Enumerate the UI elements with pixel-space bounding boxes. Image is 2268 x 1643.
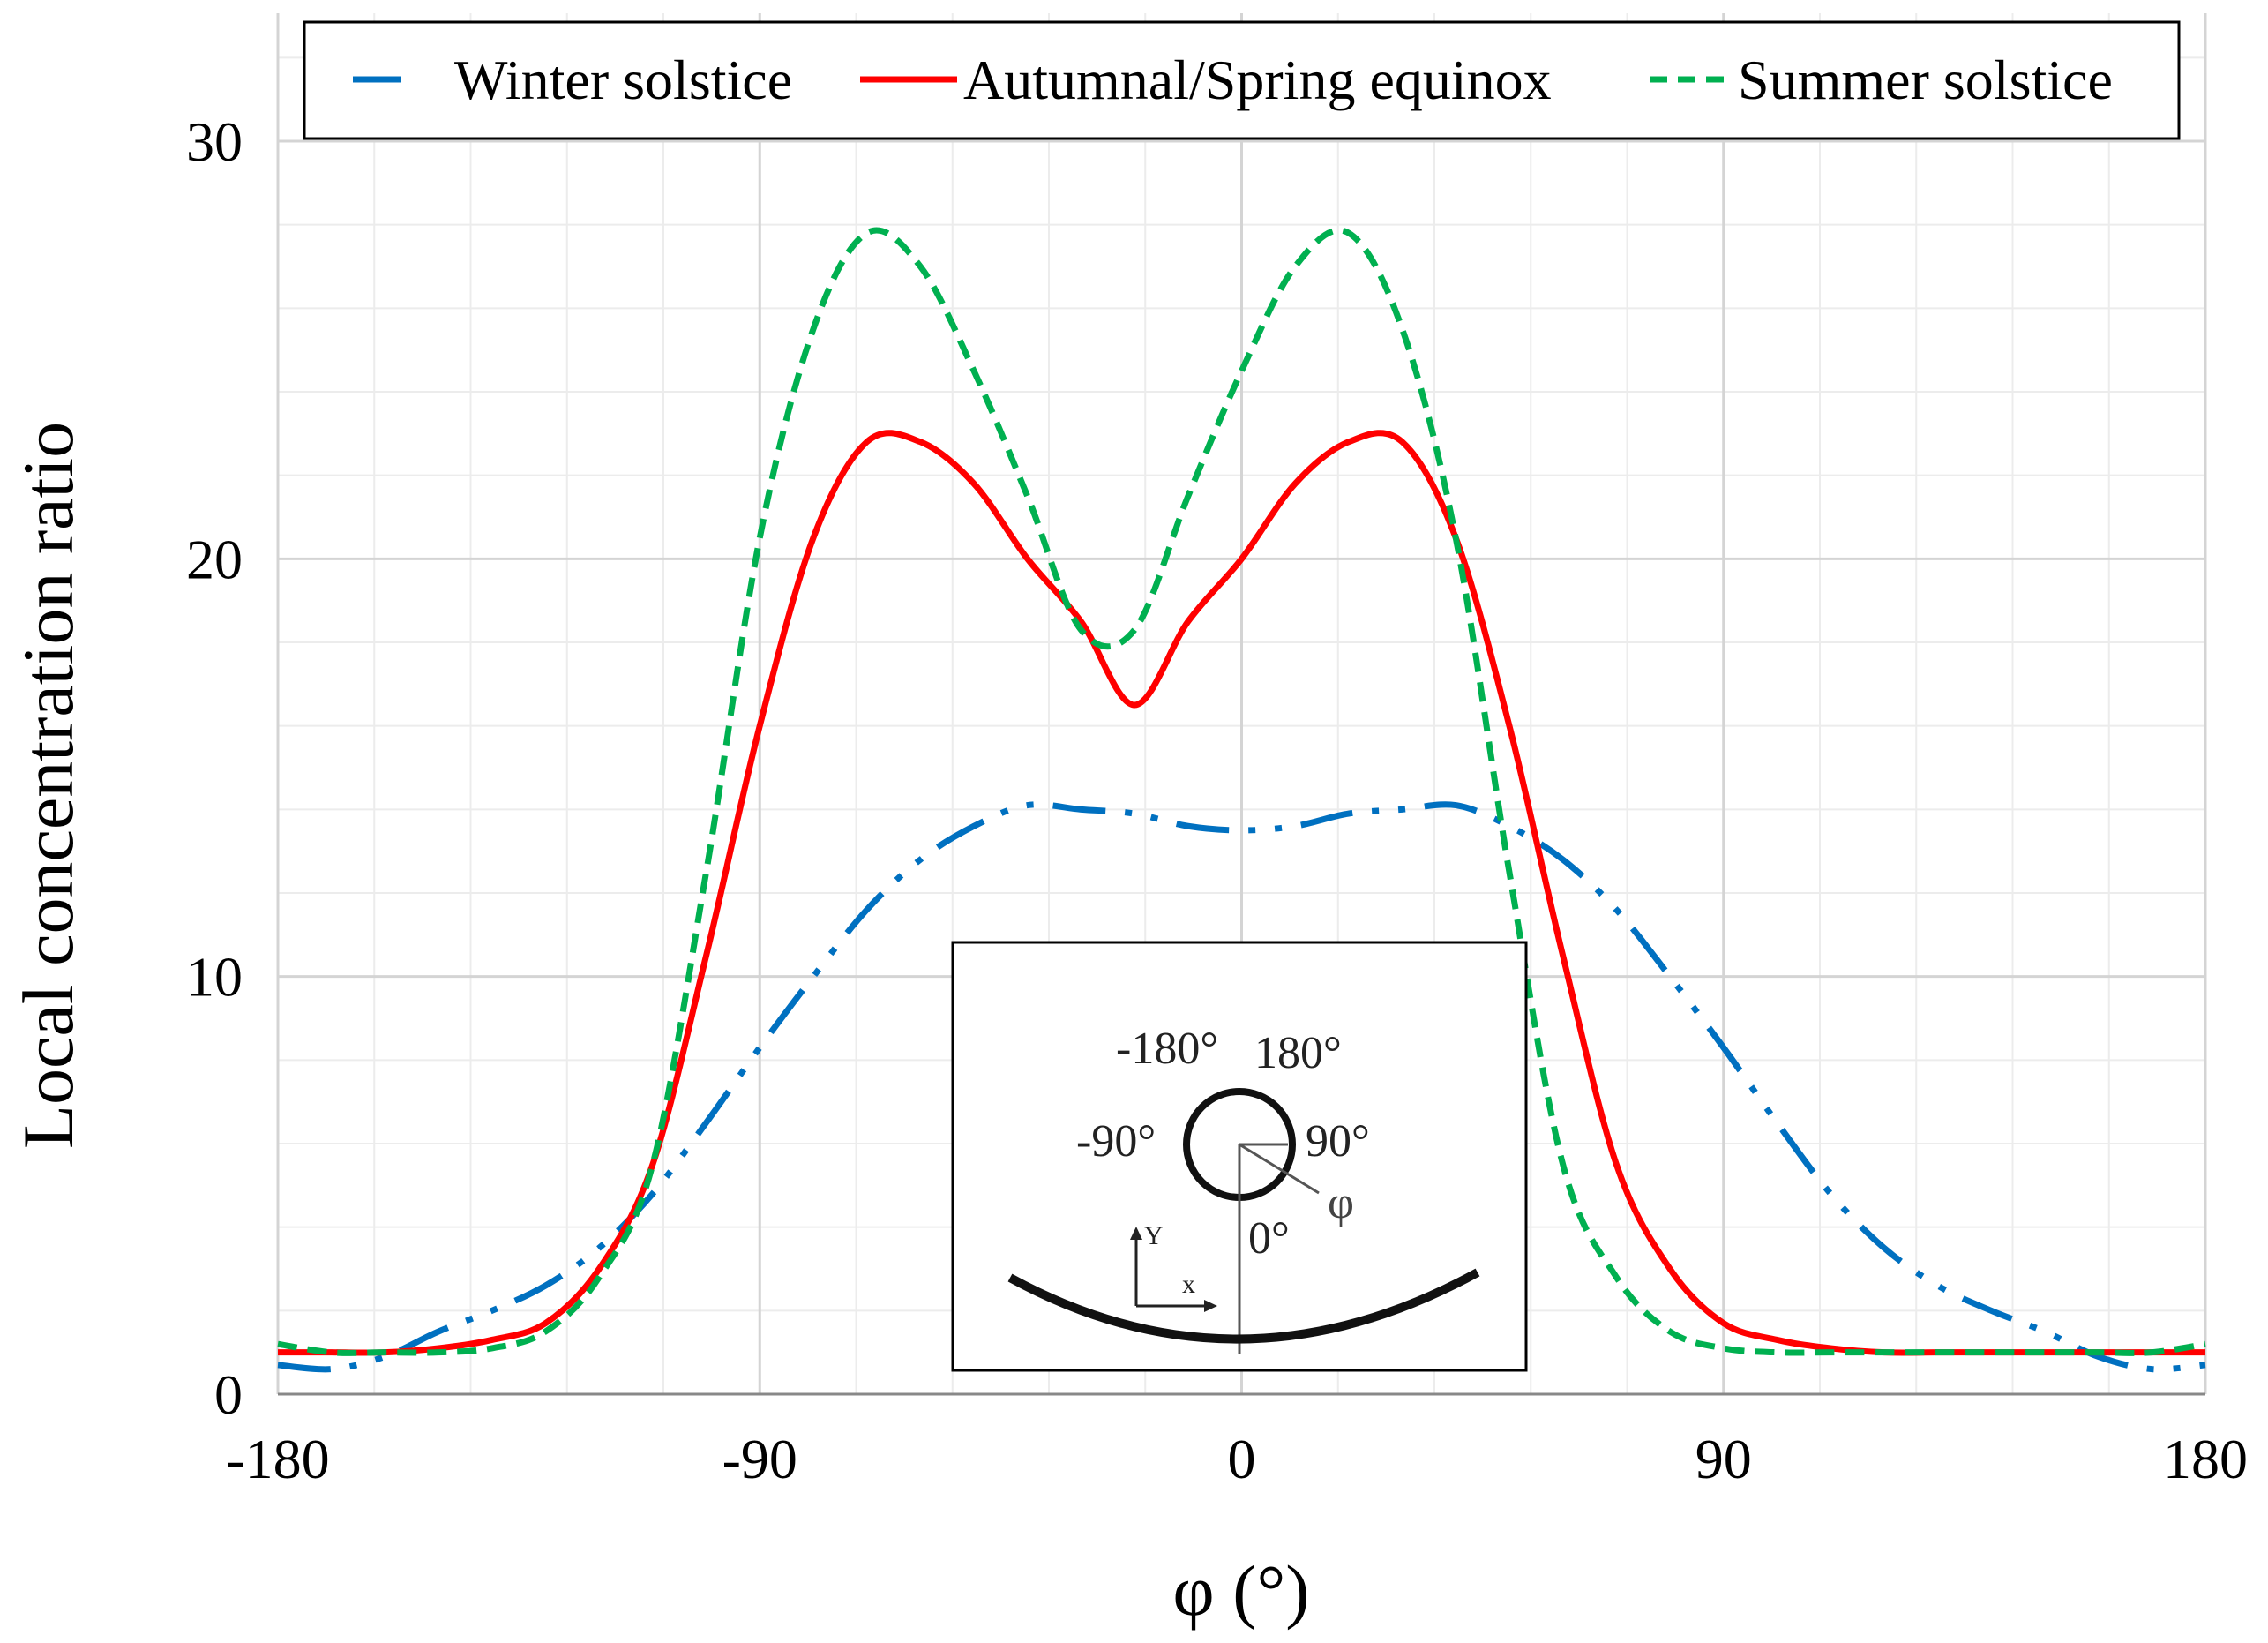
series-line-2 xyxy=(277,227,2206,1356)
legend-box xyxy=(303,20,2181,140)
inset-label-180: 180° xyxy=(1254,1028,1342,1078)
x-tick-label: -180 xyxy=(226,1428,329,1490)
x-tick-label: 0 xyxy=(1228,1428,1256,1490)
inset-label-neg90: -90° xyxy=(1076,1116,1156,1167)
y-tick-label: 20 xyxy=(186,528,243,590)
y-tick-label: 10 xyxy=(186,946,243,1009)
x-tick-label: 90 xyxy=(1695,1428,1752,1490)
inset-label-neg180: -180° xyxy=(1116,1024,1218,1074)
inset-phi-line xyxy=(1239,1143,1320,1195)
x-tick-label: -90 xyxy=(722,1428,797,1490)
x-tick-label: 180 xyxy=(2163,1428,2248,1490)
y-tick-labels: 0 10 20 30 xyxy=(186,110,243,1426)
inset-x-label: x xyxy=(1182,1270,1195,1299)
inset-y-arrowhead-icon xyxy=(1130,1227,1142,1240)
inset-label-90: 90° xyxy=(1306,1116,1370,1167)
x-axis-label: φ (°) xyxy=(1172,1550,1309,1631)
inset-x-arrowhead-icon xyxy=(1204,1300,1217,1312)
y-tick-label: 0 xyxy=(214,1363,243,1426)
legend: Winter solstice Autumnal/Spring equinox … xyxy=(303,20,2181,140)
series-line-0 xyxy=(277,801,2206,1373)
y-axis-label: Local concentration ratio xyxy=(8,422,88,1149)
inset-label-0: 0° xyxy=(1248,1213,1290,1264)
legend-label-summer: Summer solstice xyxy=(1738,49,2113,111)
inset-y-label: Y xyxy=(1144,1221,1164,1250)
inset-label-phi: φ xyxy=(1328,1178,1354,1228)
series-lines xyxy=(277,227,2206,1373)
legend-label-equinox: Autumnal/Spring equinox xyxy=(963,49,1552,111)
parabolic-reflector-icon xyxy=(1007,1268,1480,1344)
x-tick-labels: -180 -90 0 90 180 xyxy=(226,1428,2248,1490)
y-tick-label: 30 xyxy=(186,110,243,173)
inset-diagram: Y x -180° 180° -90° 90° 0° φ xyxy=(951,941,1528,1372)
legend-label-winter: Winter solstice xyxy=(454,49,792,111)
